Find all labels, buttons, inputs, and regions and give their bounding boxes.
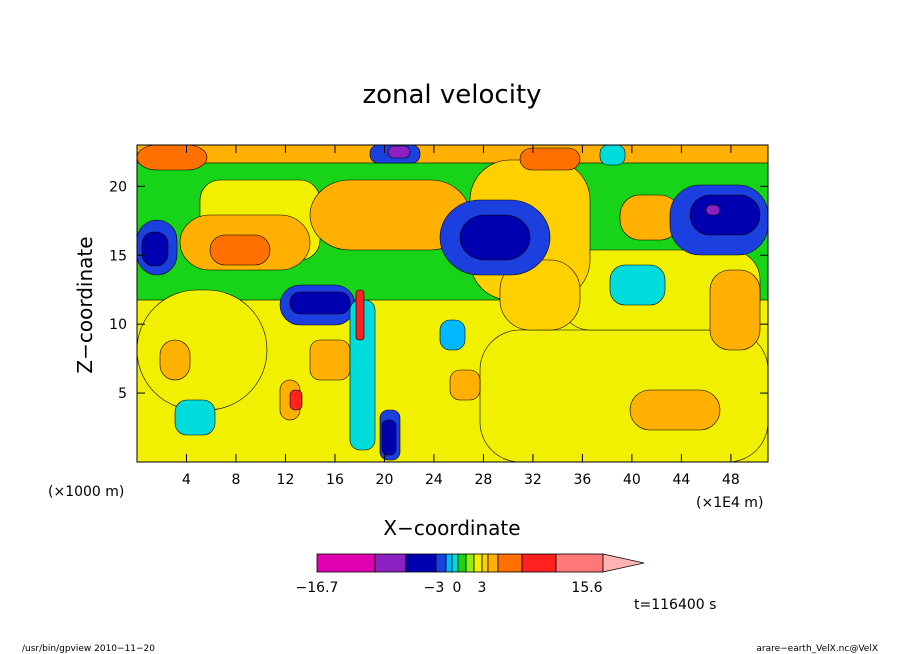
colorbar-bin (374, 553, 407, 573)
colorbar-label-pos3: 3 (478, 580, 487, 596)
contour-region (709, 269, 761, 351)
chart-title: zonal velocity (362, 80, 541, 110)
x-tick-label: 20 (376, 472, 394, 488)
contour-region (519, 147, 581, 171)
contour-region (449, 369, 481, 401)
colorbar-bin (555, 553, 604, 573)
contour-region (629, 389, 721, 431)
colorbar-bin (487, 553, 499, 573)
contour-field (136, 144, 769, 463)
y-tick-label: 20 (109, 179, 127, 195)
contour-region (159, 339, 191, 381)
y-axis-label: Z−coordinate (73, 236, 97, 373)
x-tick-label: 24 (425, 472, 443, 488)
contour-region (289, 291, 351, 315)
contour-region (309, 339, 351, 381)
colorbar-label-neg3: −3 (424, 580, 445, 596)
colorbar-bin (451, 553, 459, 573)
contour-region (141, 231, 169, 267)
colorbar-bin (481, 553, 489, 573)
x-tick-label: 44 (672, 472, 690, 488)
x-tick-label: 12 (277, 472, 295, 488)
y-tick-label: 10 (109, 317, 127, 333)
colorbar-bin (457, 553, 467, 573)
colorbar-bin (445, 553, 453, 573)
plot-area (136, 144, 769, 463)
x-tick-label: 4 (182, 472, 191, 488)
contour-region (209, 234, 271, 266)
colorbar-bin (465, 553, 475, 573)
contour-region (136, 144, 769, 164)
y-axis: 5 10 15 20 (109, 179, 768, 402)
x-scale-note: (×1000 m) (48, 484, 124, 500)
contour-region (381, 419, 397, 456)
colorbar-arrow (602, 553, 645, 573)
x-axis-label: X−coordinate (383, 516, 520, 540)
y-tick-label: 15 (109, 248, 127, 264)
x-tick-label: 48 (722, 472, 740, 488)
colorbar-label-zero: 0 (453, 580, 462, 596)
colorbar (316, 553, 645, 573)
contour-region (459, 214, 531, 261)
x-tick-label: 28 (475, 472, 493, 488)
contour-region (355, 289, 365, 341)
x-tick-label: 36 (573, 472, 591, 488)
contour-region (289, 389, 303, 411)
contour-region (609, 264, 666, 306)
contour-region (689, 194, 761, 236)
contour-region (136, 144, 208, 171)
contour-region (705, 204, 721, 216)
y-tick-label: 5 (118, 386, 127, 402)
contour-region (174, 399, 216, 436)
time-label: t=116400 s (634, 597, 716, 613)
colorbar-bin (497, 553, 523, 573)
footer-left: /usr/bin/gpview 2010−11−20 (22, 644, 155, 654)
colorbar-bin (473, 553, 483, 573)
contour-region (439, 319, 466, 351)
colorbar-label-min: −16.7 (296, 580, 339, 596)
contour-region (479, 329, 769, 463)
x-axis: 4 8 12 16 20 24 28 32 36 40 44 48 (182, 145, 740, 488)
x-tick-label: 8 (232, 472, 241, 488)
contour-region (387, 145, 411, 159)
colorbar-bin (521, 553, 557, 573)
x-tick-label: 16 (326, 472, 344, 488)
x-unit-note: (×1E4 m) (696, 495, 763, 511)
x-tick-label: 32 (524, 472, 542, 488)
contour-region (599, 144, 626, 166)
colorbar-bin (435, 553, 447, 573)
plot-frame (136, 144, 769, 463)
contour-region (136, 289, 268, 411)
colorbar-bin (316, 553, 376, 573)
colorbar-label-max: 15.6 (571, 580, 602, 596)
footer-right: arare−earth_VelX.nc@VelX (756, 644, 878, 654)
colorbar-bin (405, 553, 437, 573)
x-tick-label: 40 (623, 472, 641, 488)
